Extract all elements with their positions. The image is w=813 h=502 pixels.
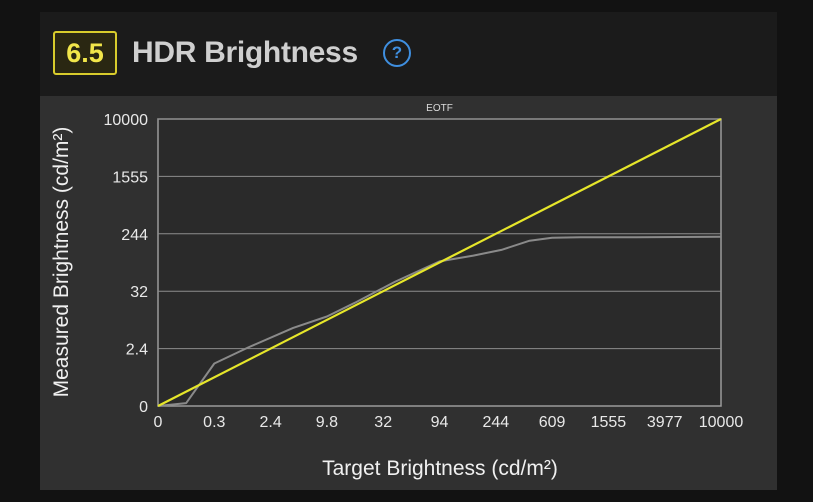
- chart-title: EOTF: [426, 103, 453, 114]
- question-circle-icon[interactable]: ?: [383, 39, 411, 67]
- measured-line: [157, 235, 722, 407]
- header: 6.5 HDR Brightness ?: [40, 12, 777, 96]
- y-tick-labels: 0 2.4 32 244 1555 10000: [104, 112, 149, 416]
- x-tick-label: 0: [154, 414, 163, 431]
- x-tick-label: 0.3: [203, 414, 225, 431]
- score-badge: 6.5: [53, 31, 117, 75]
- x-tick-label: 244: [482, 414, 509, 431]
- y-tick-label: 0: [139, 399, 148, 416]
- y-tick-label: 244: [121, 227, 148, 244]
- series-lines: [157, 118, 722, 407]
- y-tick-label: 2.4: [126, 342, 148, 359]
- card: 6.5 HDR Brightness ? EOTF 0 0.3 2.4 9.8 32 94…: [40, 12, 777, 490]
- y-tick-label: 1555: [112, 169, 148, 186]
- x-tick-label: 10000: [699, 414, 744, 431]
- eotf-chart: EOTF 0 0.3 2.4 9.8 32 94 244 609 1555 3977 10000 0…: [50, 103, 744, 480]
- x-tick-labels: 0 0.3 2.4 9.8 32 94 244 609 1555 3977 10000: [154, 414, 744, 431]
- x-tick-label: 9.8: [316, 414, 338, 431]
- x-tick-label: 32: [374, 414, 392, 431]
- section-title: HDR Brightness: [132, 36, 358, 69]
- chart-panel: EOTF 0 0.3 2.4 9.8 32 94 244 609 1555 3977 10000 0…: [40, 96, 777, 490]
- x-axis-title: Target Brightness (cd/m²): [322, 457, 558, 480]
- target-line: [157, 118, 722, 407]
- y-axis-title: Measured Brightness (cd/m²): [50, 127, 73, 398]
- x-tick-label: 3977: [647, 414, 683, 431]
- y-tick-label: 32: [130, 284, 148, 301]
- grid-lines: [158, 118, 721, 350]
- x-tick-label: 94: [431, 414, 449, 431]
- x-tick-label: 609: [539, 414, 566, 431]
- x-tick-label: 1555: [591, 414, 627, 431]
- y-tick-label: 10000: [104, 112, 149, 129]
- x-tick-label: 2.4: [259, 414, 281, 431]
